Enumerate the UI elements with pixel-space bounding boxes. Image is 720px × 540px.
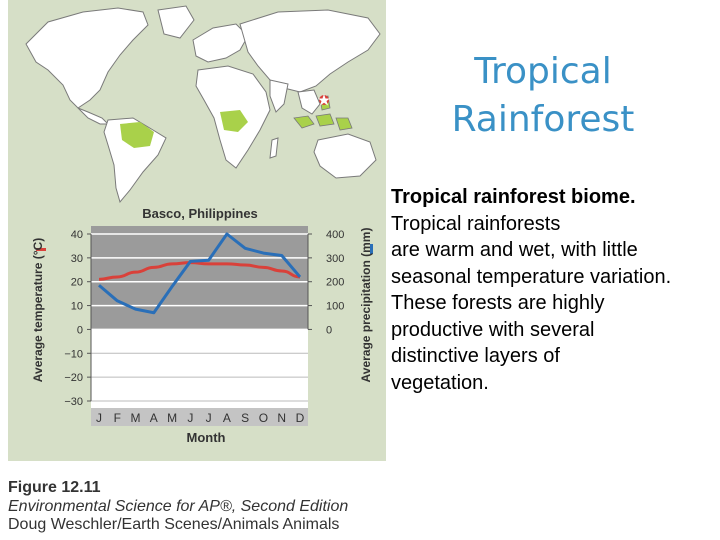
- right-tick-label: 0: [326, 324, 332, 336]
- month-label: A: [223, 411, 231, 425]
- indonesia-biome: [293, 113, 353, 131]
- amazon-biome: [120, 122, 154, 148]
- slide-body-text: Tropical rainforest biome. Tropical rain…: [391, 184, 713, 396]
- month-label: J: [187, 411, 193, 425]
- plot-area-lower: [91, 330, 308, 408]
- australia-shape: [313, 133, 377, 179]
- body-line: vegetation.: [391, 371, 489, 394]
- month-label: J: [206, 411, 212, 425]
- month-label: S: [241, 411, 249, 425]
- month-label: M: [131, 411, 141, 425]
- star-marker-icon: [318, 94, 330, 106]
- body-line: distinctive layers of: [391, 345, 560, 367]
- month-strip: [91, 408, 308, 426]
- left-tick-label: 0: [77, 324, 83, 336]
- title-line-2: Rainforest: [451, 99, 635, 140]
- body-line: seasonal temperature variation.: [391, 265, 672, 288]
- figure-credit: Doug Weschler/Earth Scenes/Animals Anima…: [8, 516, 340, 533]
- left-tick-label: −20: [64, 372, 83, 384]
- left-tick-label: 20: [71, 277, 83, 289]
- world-map-icon: [25, 5, 381, 204]
- congo-biome: [220, 110, 248, 132]
- month-label: O: [259, 411, 268, 425]
- right-axis-ticks: 400 300 200 100 0: [307, 229, 344, 336]
- x-axis-label: Month: [187, 430, 226, 445]
- left-axis-ticks: 40 30 20 10 0 −10 −20 −30: [64, 229, 92, 408]
- grid-lines: [91, 233, 308, 402]
- month-label: A: [150, 411, 158, 425]
- body-heading: Tropical rainforest biome.: [391, 186, 636, 208]
- month-label: D: [296, 411, 305, 425]
- plot-area-growing: [91, 226, 308, 330]
- body-line: These forests are highly: [391, 292, 605, 314]
- body-line: are warm and wet, with little: [391, 239, 638, 261]
- figure-label: Figure 12.11: [8, 479, 101, 496]
- series-lines: [98, 232, 302, 315]
- left-tick-label: 40: [71, 229, 83, 241]
- figure-source: Environmental Science for AP®, Second Ed…: [8, 498, 349, 515]
- temperature-legend-bar: [36, 248, 46, 251]
- figure-panel: Basco, Philippines 40 30 20 10 0 −10 −20 −30 40…: [8, 0, 386, 461]
- right-tick-label: 200: [326, 277, 344, 289]
- left-tick-label: −10: [64, 348, 83, 360]
- india-shape: [269, 79, 289, 113]
- chart-title: Basco, Philippines: [142, 206, 258, 221]
- left-axis-label: Average temperature (°C): [31, 238, 45, 382]
- month-label: F: [114, 411, 121, 425]
- month-label: N: [277, 411, 286, 425]
- month-label: J: [96, 411, 102, 425]
- left-tick-label: 30: [71, 253, 83, 265]
- europe-shape: [192, 23, 249, 63]
- right-axis-label: Average precipitation (mm): [359, 228, 373, 383]
- asia-shape: [239, 9, 381, 93]
- body-line: Tropical rainforests: [391, 212, 561, 235]
- precipitation-legend-bar: [370, 244, 373, 254]
- temperature-line: [98, 261, 301, 281]
- right-tick-label: 100: [326, 301, 344, 313]
- left-tick-label: −30: [64, 396, 83, 408]
- slide-title: Tropical Rainforest: [400, 48, 686, 144]
- right-tick-label: 400: [326, 229, 344, 241]
- north-america-shape: [25, 7, 149, 109]
- month-label: M: [167, 411, 177, 425]
- greenland-shape: [157, 5, 195, 39]
- left-tick-label: 10: [71, 301, 83, 313]
- right-tick-label: 300: [326, 253, 344, 265]
- figure-caption: Figure 12.11 Environmental Science for A…: [8, 478, 386, 534]
- precipitation-line: [98, 232, 302, 315]
- body-line: productive with several: [391, 318, 595, 341]
- title-line-1: Tropical: [474, 51, 612, 92]
- southeast-asia-shape: [297, 89, 321, 115]
- madagascar-shape: [269, 137, 279, 159]
